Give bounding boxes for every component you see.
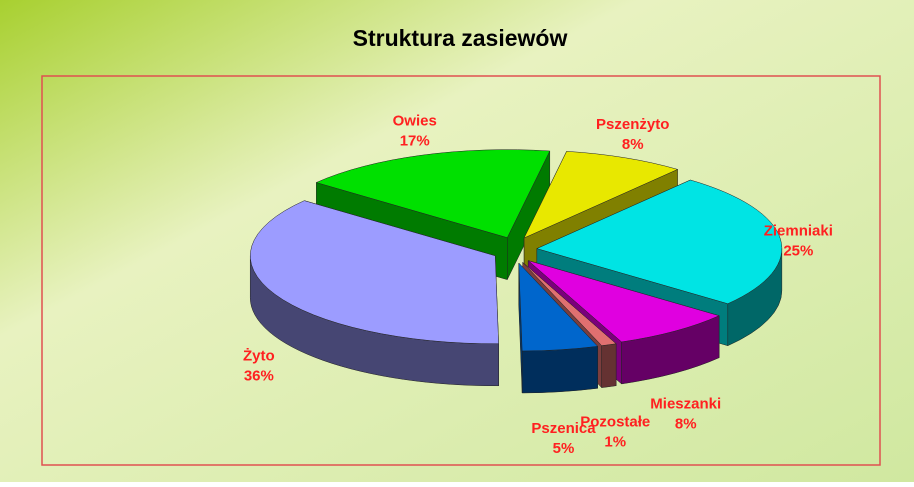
data-label-name: Pszenżyto xyxy=(596,116,669,133)
pie xyxy=(249,149,783,394)
slice xyxy=(522,262,617,346)
data-label-name: Pozostałe xyxy=(580,413,650,430)
data-label-name: Owies xyxy=(393,113,437,130)
data-label-name: Mieszanki xyxy=(650,395,721,412)
data-label-value: 8% xyxy=(622,136,644,153)
slice xyxy=(518,262,599,352)
data-label-name: Pszenica xyxy=(531,420,596,437)
data-label-name: Ziemniaki xyxy=(764,223,833,240)
data-label-value: 25% xyxy=(783,243,813,260)
data-label-value: 1% xyxy=(604,433,626,450)
data-label-name: Żyto xyxy=(243,347,275,364)
slice xyxy=(528,260,720,343)
slice xyxy=(315,149,551,238)
plot-frame xyxy=(41,75,881,466)
slice xyxy=(536,179,783,304)
slice-side xyxy=(521,346,598,394)
chart-title: Struktura zasiewów xyxy=(353,25,568,51)
slice xyxy=(249,200,499,345)
data-label-value: 5% xyxy=(553,440,575,457)
data-label-value: 17% xyxy=(400,133,430,150)
slice-side xyxy=(601,343,617,388)
data-label-value: 36% xyxy=(244,367,274,384)
slice xyxy=(523,151,679,239)
data-label-value: 8% xyxy=(675,415,697,432)
